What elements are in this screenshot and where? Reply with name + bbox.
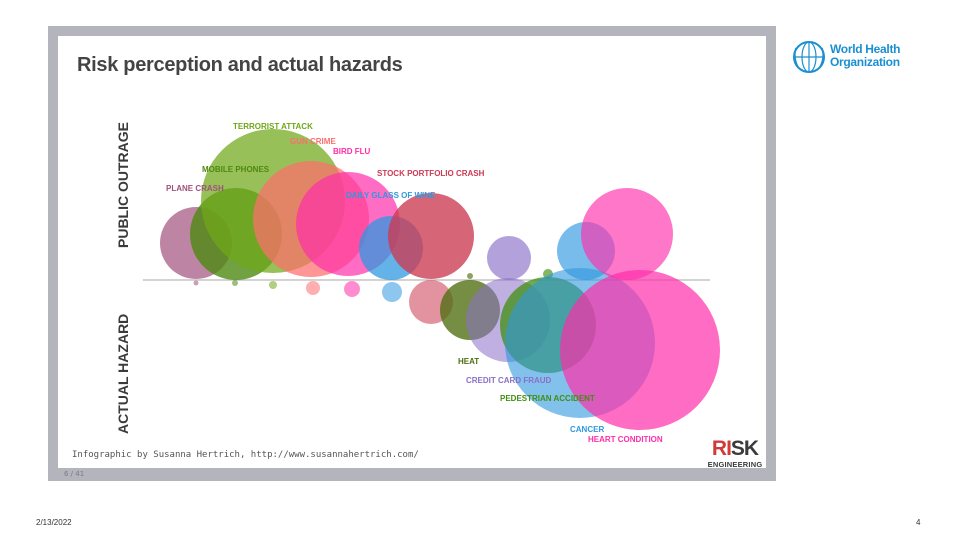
bubble-chart: PLANE CRASH MOBILE PHONES TERRORIST ATTACK… (143, 122, 720, 444)
label-stock-portfolio-crash: STOCK PORTFOLIO CRASH (377, 169, 485, 178)
hazard-upper-dot-0 (467, 273, 473, 279)
hazard-dot-5 (382, 282, 402, 302)
footer-date: 2/13/2022 (36, 518, 72, 527)
label-pedestrian-accident: PEDESTRIAN ACCIDENT (500, 394, 595, 403)
label-cancer: CANCER (570, 425, 604, 434)
infographic-credit: Infographic by Susanna Hertrich, http://… (72, 450, 419, 460)
slide-page-indicator: 6 / 41 (64, 470, 85, 478)
footer-page-number: 4 (916, 518, 921, 527)
hazard-dot-1 (232, 280, 238, 286)
hazard-upper-dot-1 (487, 236, 531, 280)
label-heart-condition: HEART CONDITION (588, 435, 663, 444)
risk-engineering-logo: RISK ENGINEERING (707, 437, 763, 469)
slide-frame: Risk perception and actual hazards PUBLI… (48, 26, 776, 481)
label-heat: HEAT (458, 357, 479, 366)
label-daily-glass-of-wine: DAILY GLASS OF WINE (346, 191, 436, 200)
bubble-heart-condition (560, 270, 720, 430)
bubble-stock-portfolio-crash (388, 193, 474, 279)
hazard-dot-3 (306, 281, 320, 295)
label-plane-crash: PLANE CRASH (166, 184, 224, 193)
label-terrorist-attack: TERRORIST ATTACK (233, 122, 313, 131)
label-gun-crime: GUN CRIME (290, 137, 336, 146)
hazard-dot-0 (193, 280, 199, 286)
hazard-dot-4 (344, 281, 360, 297)
hazard-dot-2 (269, 281, 277, 289)
who-line1: World Health (830, 42, 901, 56)
who-line2: Organization (830, 55, 900, 69)
hazard-upper-dot-4 (581, 188, 673, 280)
slide-title: Risk perception and actual hazards (77, 54, 403, 76)
label-mobile-phones: MOBILE PHONES (202, 165, 270, 174)
label-bird-flu: BIRD FLU (333, 147, 371, 156)
label-credit-card-fraud: CREDIT CARD FRAUD (466, 376, 552, 385)
who-logo: World Health Organization (792, 40, 932, 74)
who-emblem-icon (793, 41, 825, 73)
slide-canvas: Risk perception and actual hazards PUBLI… (58, 36, 766, 468)
